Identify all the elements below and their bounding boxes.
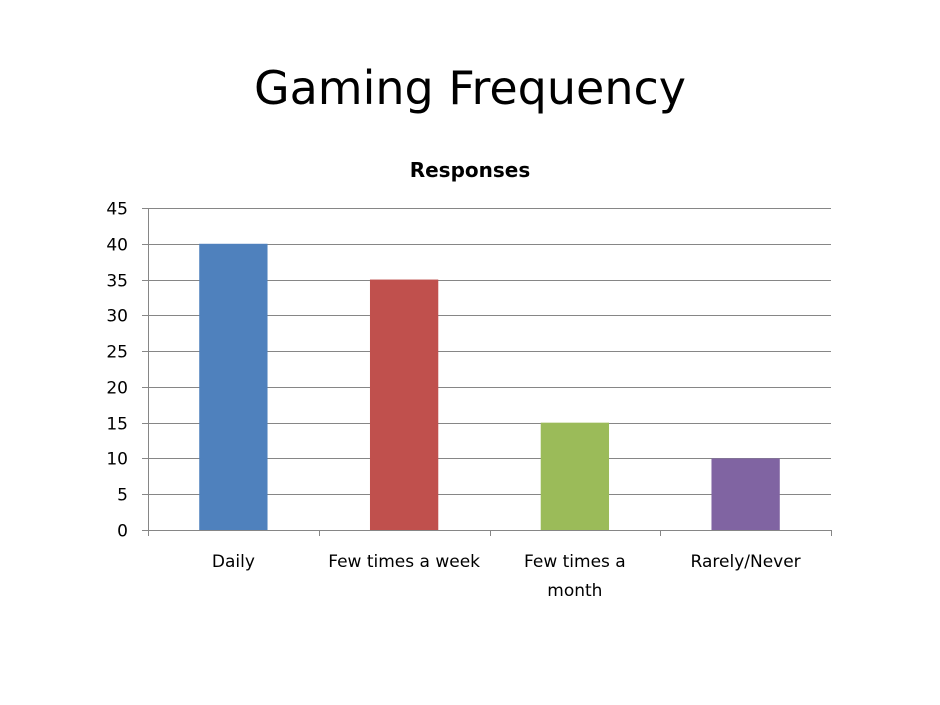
x-tick-label-line: Few times a week	[328, 552, 480, 572]
x-tick-label-line: Daily	[212, 552, 255, 572]
y-tick-label: 40	[106, 236, 128, 256]
chart-title: Responses	[409, 158, 531, 182]
axes	[142, 208, 832, 536]
bar	[711, 458, 780, 530]
y-tick-label: 0	[117, 522, 128, 542]
bars	[199, 243, 780, 530]
y-tick-label: 35	[106, 272, 128, 292]
y-tick-label: 20	[106, 379, 128, 399]
bar	[199, 243, 268, 530]
y-tick-label: 25	[106, 343, 128, 363]
x-tick-labels: Daily Few times a week Few times a month Rar…	[212, 552, 801, 601]
x-tick-label: Rarely/Never	[691, 552, 801, 572]
x-tick-label: Few times a week	[328, 552, 480, 572]
bar	[369, 279, 439, 530]
y-tick-label: 15	[106, 415, 128, 435]
y-tick-label: 10	[106, 450, 128, 470]
y-tick-label: 30	[106, 307, 128, 327]
x-tick-label-line: Few times a	[524, 552, 626, 572]
y-tick-labels: 0 5 10 15 20 25 30 35 40 45	[106, 200, 128, 542]
page-title: Gaming Frequency	[253, 61, 687, 115]
x-tick-label-line: Rarely/Never	[691, 552, 801, 572]
y-tick-label: 45	[106, 200, 128, 220]
bar	[540, 422, 610, 530]
x-tick-label: Daily	[212, 552, 255, 572]
x-tick-label: Few times a month	[524, 552, 626, 601]
x-tick-label-line: month	[547, 581, 602, 601]
y-tick-label: 5	[117, 486, 128, 506]
